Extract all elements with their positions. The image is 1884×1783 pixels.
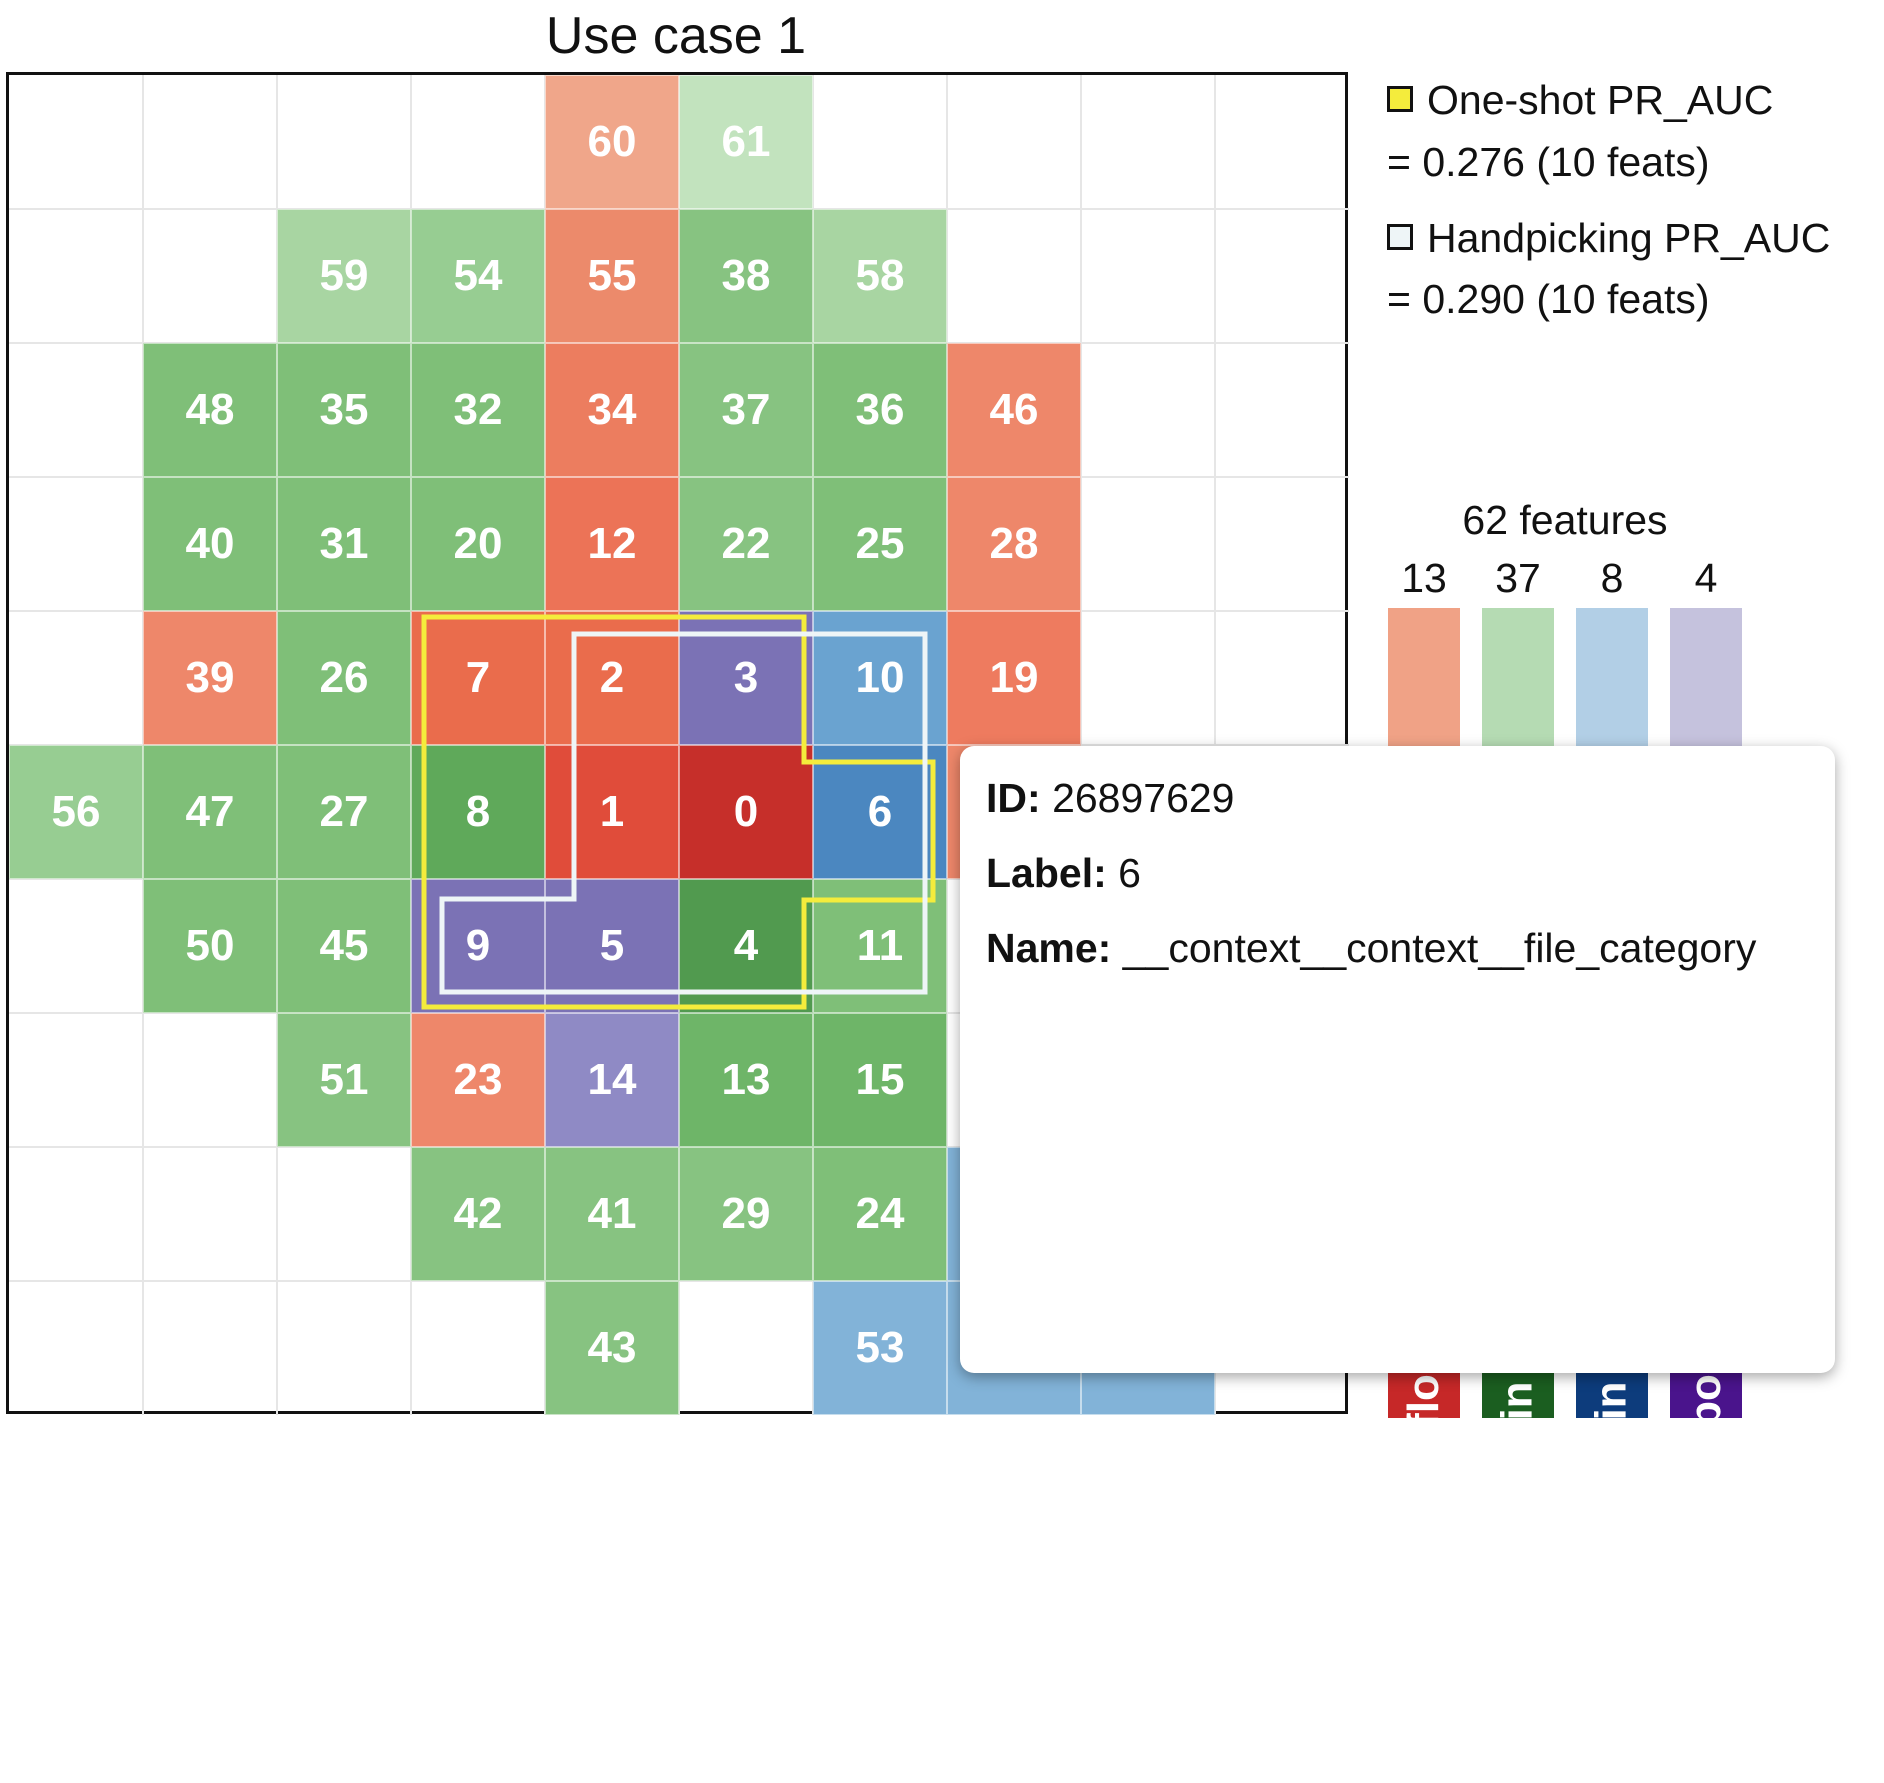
feature-cell[interactable]: 13 [679,1013,813,1147]
category-count-purple: 4 [1694,555,1718,601]
feature-cell[interactable]: 8 [411,745,545,879]
feature-cell[interactable]: 14 [545,1013,679,1147]
feature-cell[interactable]: 15 [813,1013,947,1147]
feature-cell[interactable]: 6 [813,745,947,879]
feature-cell[interactable]: 51 [277,1013,411,1147]
feature-cell[interactable]: 29 [679,1147,813,1281]
feature-cell[interactable]: 0 [679,745,813,879]
grid-line [1214,75,1216,1415]
feature-cell[interactable]: 36 [813,343,947,477]
feature-cell[interactable]: 43 [545,1281,679,1415]
category-bar-purple[interactable] [1670,608,1742,1783]
feature-cell[interactable]: 53 [813,1281,947,1415]
tooltip-name-value: __context__context__file_category [1122,925,1757,971]
feature-cell[interactable]: 40 [143,477,277,611]
feature-cell[interactable]: 58 [813,209,947,343]
feature-cell[interactable]: 5 [545,879,679,1013]
feature-cell[interactable]: 48 [143,343,277,477]
one-shot-swatch [1387,86,1413,112]
category-count-blue: 8 [1600,555,1624,601]
feature-cell[interactable]: 19 [947,611,1081,745]
feature-cell[interactable]: 24 [813,1147,947,1281]
feature-cell[interactable]: 11 [813,879,947,1013]
feature-cell[interactable]: 1 [545,745,679,879]
handpicking-label: Handpicking PR_AUC [1427,215,1831,261]
feature-cell[interactable]: 59 [277,209,411,343]
feature-cell[interactable]: 32 [411,343,545,477]
category-bar-red[interactable] [1388,608,1460,1783]
tooltip-id-key: ID: [986,775,1041,821]
feature-cell[interactable]: 22 [679,477,813,611]
feature-tooltip: ID: 26897629 Label: 6 Name: __context__c… [960,746,1835,1373]
feature-cell[interactable]: 37 [679,343,813,477]
feature-cell[interactable]: 42 [411,1147,545,1281]
feature-cell[interactable]: 54 [411,209,545,343]
feature-cell[interactable]: 28 [947,477,1081,611]
one-shot-value: = 0.276 (10 feats) [1387,139,1710,185]
feature-cell[interactable]: 46 [947,343,1081,477]
feature-cell[interactable]: 50 [143,879,277,1013]
category-tab-red[interactable]: flo [1388,1372,1460,1418]
category-tab-green[interactable]: in [1482,1372,1554,1418]
feature-cell[interactable]: 47 [143,745,277,879]
feature-cell[interactable]: 12 [545,477,679,611]
feature-cell[interactable]: 23 [411,1013,545,1147]
category-tab-purple[interactable]: bo [1670,1372,1742,1418]
feature-cell[interactable]: 4 [679,879,813,1013]
category-count-red: 13 [1401,555,1447,601]
feature-cell[interactable]: 41 [545,1147,679,1281]
chart-title: Use case 1 [545,7,807,65]
feature-cell[interactable]: 7 [411,611,545,745]
feature-cell[interactable]: 26 [277,611,411,745]
feature-cell[interactable]: 61 [679,75,813,209]
feature-cell[interactable]: 39 [143,611,277,745]
grid-line [9,1280,1349,1282]
feature-cell[interactable]: 20 [411,477,545,611]
feature-cell[interactable]: 3 [679,611,813,745]
feature-cell[interactable]: 25 [813,477,947,611]
handpicking-swatch [1387,224,1413,250]
tooltip-label-value: 6 [1118,850,1141,896]
handpicking-value: = 0.290 (10 feats) [1387,276,1710,322]
tooltip-label-row: Label: 6 [986,843,1809,903]
tooltip-id-row: ID: 26897629 [986,768,1809,828]
features-heading: 62 features [1462,497,1668,543]
category-count-green: 37 [1495,555,1541,601]
feature-cell[interactable]: 34 [545,343,679,477]
tooltip-name-key: Name: [986,925,1112,971]
category-bar-blue[interactable] [1576,608,1648,1783]
tooltip-label-key: Label: [986,850,1107,896]
tooltip-name-row: Name: __context__context__file_category [986,918,1809,978]
feature-cell[interactable]: 56 [9,745,143,879]
feature-cell[interactable]: 31 [277,477,411,611]
feature-cell[interactable]: 10 [813,611,947,745]
feature-cell[interactable]: 35 [277,343,411,477]
feature-cell[interactable]: 9 [411,879,545,1013]
feature-cell[interactable]: 2 [545,611,679,745]
grid-line [1080,75,1082,1415]
feature-cell[interactable]: 38 [679,209,813,343]
feature-cell[interactable]: 45 [277,879,411,1013]
one-shot-label: One-shot PR_AUC [1427,77,1774,123]
feature-cell[interactable]: 55 [545,209,679,343]
tooltip-id-value: 26897629 [1052,775,1235,821]
category-tab-blue[interactable]: in [1576,1372,1648,1418]
feature-cell[interactable]: 60 [545,75,679,209]
category-bar-green[interactable] [1482,608,1554,1783]
feature-cell[interactable]: 27 [277,745,411,879]
